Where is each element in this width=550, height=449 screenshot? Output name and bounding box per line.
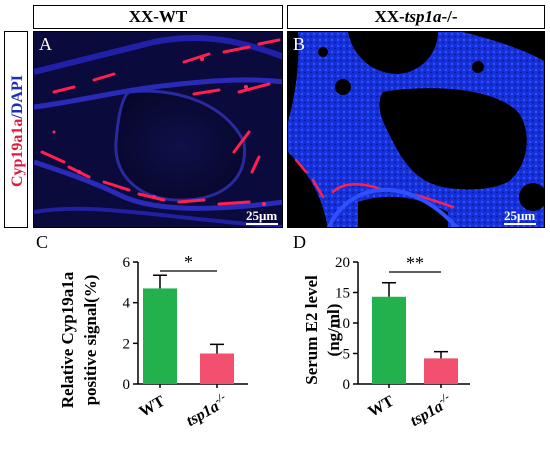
header-wt-text: XX-WT [128, 7, 188, 26]
scale-a-label: 25μm [246, 208, 278, 223]
side-label-cyp: Cyp19a1a [9, 118, 26, 188]
chart-d-ytick-label: 20 [335, 255, 350, 271]
chart-d-xlabel-wt: WT [365, 393, 397, 421]
chart-d-significance-mark: ** [406, 253, 424, 273]
side-label-dapi: /DAPI [9, 75, 26, 119]
panel-a-letter: A [39, 34, 52, 54]
side-label-box: Cyp19a1a/DAPI [4, 31, 28, 228]
chart-c-ylabel-line1: Relative Cyp19a1a [58, 271, 77, 408]
chart-d-ytick-label: 5 [343, 347, 351, 363]
chart-d: Serum E2 level (ng/ml) 0 5 10 15 20 WT tsp1a-/… [302, 253, 470, 430]
chart-c-ytick-label: 2 [123, 336, 131, 352]
chart-d-letter: D [293, 232, 306, 252]
chart-d-xlabel-mutant: tsp1a-/- [406, 391, 455, 430]
chart-c-bar [200, 353, 234, 384]
header-wt: XX-WT [33, 5, 283, 29]
chart-c-xlabel-mutant: tsp1a-/- [182, 391, 231, 430]
chart-d-ylabel-line2: (ng/ml) [324, 304, 343, 357]
chart-c-xlabel-wt: WT [136, 393, 168, 421]
micrograph-a: A 25μm [33, 31, 283, 228]
chart-c-letter: C [36, 232, 49, 252]
chart-c-ytick-label: 4 [123, 296, 131, 312]
header-mutant: XX-tsp1a-/- [287, 5, 545, 29]
chart-d-ytick-label: 0 [343, 377, 351, 393]
scale-b-bar [504, 223, 536, 225]
chart-d-ytick-label: 10 [335, 316, 350, 332]
header-mut-suffix: -/- [441, 7, 458, 26]
scale-a-bar [246, 223, 278, 225]
chart-d-ylabel-line1: Serum E2 level [302, 275, 321, 385]
header-mut-gene: tsp1a [404, 7, 442, 26]
chart-d-ytick-label: 15 [335, 286, 350, 302]
side-label: Cyp19a1a/DAPI [7, 36, 29, 226]
panel-b-letter: B [293, 34, 306, 54]
header-mut-prefix: XX- [374, 7, 405, 26]
micrograph-a-image [34, 32, 282, 227]
micrograph-b-image [288, 32, 544, 227]
scale-b-label: 25μm [504, 208, 536, 223]
chart-c-ytick-label: 6 [123, 255, 131, 271]
chart-c-ytick-label: 0 [123, 377, 131, 393]
micrograph-b: B 25μm [287, 31, 545, 228]
chart-d-bar [372, 296, 406, 384]
chart-d-bar [424, 358, 458, 384]
chart-c: Relative Cyp19a1a positive signal(%) 0 2 4… [58, 252, 248, 430]
chart-c-significance-mark: * [184, 252, 193, 272]
chart-c-ylabel-line2: positive signal(%) [81, 275, 100, 406]
chart-c-bar [143, 288, 177, 384]
